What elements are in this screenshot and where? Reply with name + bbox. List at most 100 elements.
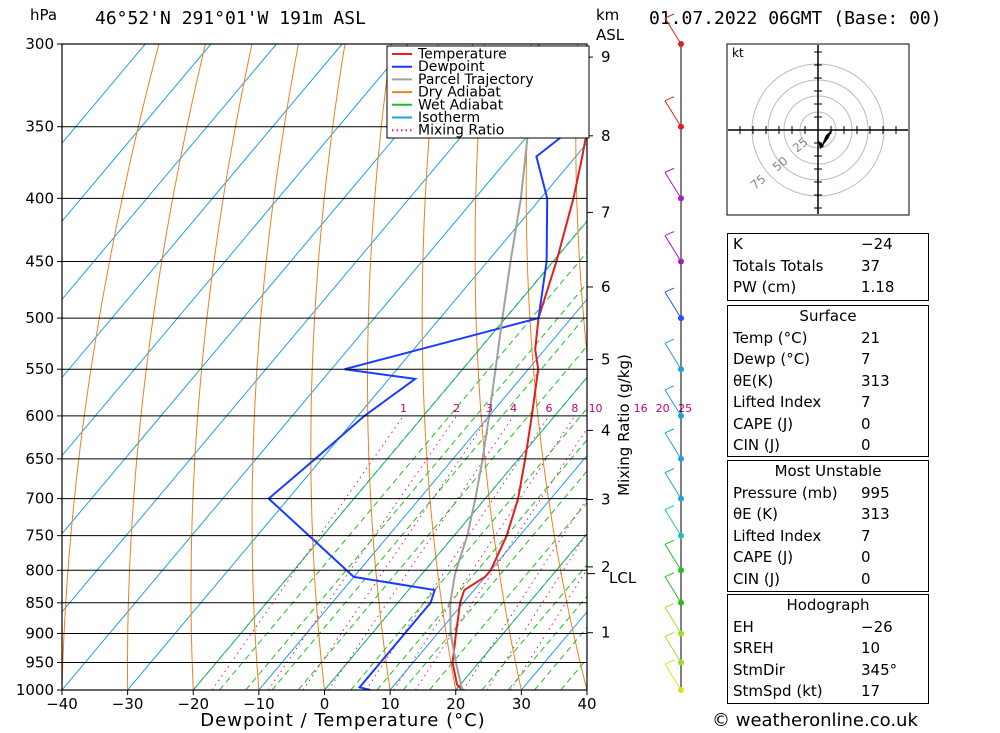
index-value: 1.18 bbox=[861, 278, 895, 296]
wind-barb bbox=[664, 472, 682, 499]
mixing-ratio-label: 3 bbox=[486, 402, 493, 415]
pressure-tick-label: 450 bbox=[25, 253, 54, 271]
dewpoint-profile bbox=[267, 110, 587, 690]
mixing-ratio-label: 4 bbox=[510, 402, 517, 415]
indices-hodograph: Hodograph EH −26 SREH 10 StmDir 345° StmSpd (kt… bbox=[727, 594, 929, 704]
index-key: θE (K) bbox=[733, 505, 778, 523]
legend-entry: Mixing Ratio bbox=[418, 123, 504, 139]
isotherm-line bbox=[62, 44, 277, 301]
legend-entry: Wet Adiabat bbox=[418, 97, 504, 113]
isotherm-line bbox=[62, 44, 146, 144]
height-tick-label: 6 bbox=[601, 278, 611, 296]
x-tick-label: 20 bbox=[446, 695, 465, 713]
index-key: K bbox=[733, 235, 743, 253]
wind-barb-flag bbox=[664, 572, 675, 578]
mixing-ratio-label: 16 bbox=[634, 402, 648, 415]
legend-entry: Isotherm bbox=[418, 110, 480, 126]
index-row: Dewp (°C) 7 bbox=[728, 349, 928, 371]
index-row: Temp (°C) 21 bbox=[728, 328, 928, 350]
index-row: PW (cm) 1.18 bbox=[728, 277, 928, 299]
index-value: 345° bbox=[861, 660, 898, 679]
legend-entry: Dry Adiabat bbox=[418, 85, 501, 101]
dry-adiabat-line bbox=[190, 44, 253, 690]
index-key: Lifted Index bbox=[733, 526, 822, 545]
wet-adiabat-line bbox=[245, 282, 587, 690]
isotherm-line bbox=[62, 44, 409, 457]
pressure-tick-label: 750 bbox=[25, 527, 54, 545]
x-tick-label: 30 bbox=[512, 695, 531, 713]
x-axis-label: Dewpoint / Temperature (°C) bbox=[200, 710, 485, 731]
index-value: 17 bbox=[861, 682, 881, 700]
location-label: 46°52'N 291°01'W 191m ASL bbox=[95, 8, 366, 29]
hpa-label: hPa bbox=[30, 6, 57, 24]
wind-barb-flag bbox=[664, 659, 675, 665]
index-row: CIN (J) 0 bbox=[728, 569, 928, 591]
mixing-ratio-line bbox=[510, 568, 587, 690]
index-row: CAPE (J) 0 bbox=[728, 414, 928, 436]
mixing-ratio-line bbox=[302, 415, 490, 690]
x-tick-label: 0 bbox=[320, 695, 330, 713]
index-row: Lifted Index 7 bbox=[728, 526, 928, 548]
mixing-ratio-label: 1 bbox=[400, 402, 407, 415]
wind-barb-flag bbox=[664, 468, 675, 474]
height-tick-label: 3 bbox=[601, 490, 611, 508]
indices-most-unstable: Most Unstable Pressure (mb) 995 θE (K) 313 Li… bbox=[727, 460, 929, 592]
index-row: SREH 10 bbox=[728, 638, 928, 660]
wind-barb bbox=[664, 100, 682, 127]
pressure-tick-label: 600 bbox=[25, 407, 54, 425]
wind-barb-flag bbox=[664, 603, 675, 608]
pressure-tick-label: 1000 bbox=[16, 681, 54, 699]
pressure-tick-label: 850 bbox=[25, 594, 54, 612]
index-row: CAPE (J) 0 bbox=[728, 547, 928, 569]
wind-barb bbox=[664, 432, 682, 460]
index-key: Pressure (mb) bbox=[733, 483, 838, 502]
isotherm-line bbox=[127, 142, 587, 690]
index-value: 7 bbox=[861, 526, 871, 545]
plot-frame bbox=[61, 43, 588, 691]
wind-barb bbox=[664, 17, 682, 45]
mixing-ratio-axis-label: Mixing Ratio (g/kg) bbox=[615, 354, 633, 496]
x-tick-label: 10 bbox=[381, 695, 400, 713]
wind-barb bbox=[664, 576, 682, 604]
section-title: Hodograph bbox=[786, 596, 870, 614]
index-row: Pressure (mb) 995 bbox=[728, 483, 928, 505]
index-row: StmSpd (kt) 17 bbox=[728, 681, 928, 703]
wind-barb bbox=[664, 172, 682, 199]
datetime-label: 01.07.2022 06GMT (Base: 00) bbox=[649, 8, 942, 29]
index-key: CAPE (J) bbox=[733, 414, 794, 433]
index-key: Totals Totals bbox=[733, 256, 824, 275]
legend-entry: Temperature bbox=[417, 47, 507, 63]
wind-barb bbox=[664, 509, 682, 536]
index-row: Lifted Index 7 bbox=[728, 392, 928, 414]
index-row: StmDir 345° bbox=[728, 660, 928, 682]
pressure-tick-label: 800 bbox=[25, 561, 54, 579]
footer-credit[interactable]: © weatheronline.co.uk bbox=[712, 710, 918, 731]
height-tick-label: 1 bbox=[601, 624, 611, 642]
wind-barb bbox=[664, 636, 682, 663]
index-value: 313 bbox=[861, 505, 890, 523]
height-tick-label: 9 bbox=[601, 48, 611, 66]
index-key: CIN (J) bbox=[733, 569, 781, 588]
height-tick-label: 2 bbox=[601, 558, 611, 576]
dry-adiabat-line bbox=[624, 44, 719, 690]
isotherm-line bbox=[62, 64, 587, 690]
index-row: K −24 bbox=[728, 234, 928, 256]
wind-barb bbox=[664, 544, 682, 571]
index-key: Lifted Index bbox=[733, 393, 822, 411]
pressure-tick-label: 500 bbox=[25, 309, 54, 327]
wind-barb-flag bbox=[664, 167, 675, 173]
wind-barb-flag bbox=[664, 505, 675, 511]
wind-barb bbox=[664, 342, 682, 370]
index-row: θE(K) 313 bbox=[728, 371, 928, 393]
wind-barb-flag bbox=[664, 96, 675, 102]
mixing-ratio-label: 20 bbox=[656, 402, 670, 415]
index-value: 995 bbox=[861, 483, 890, 502]
index-key: PW (cm) bbox=[733, 278, 797, 296]
height-tick-label: 4 bbox=[601, 421, 611, 439]
x-tick-label: 40 bbox=[577, 695, 596, 713]
asl-label: ASL bbox=[596, 26, 625, 44]
index-value: 10 bbox=[861, 639, 881, 657]
legend-box bbox=[386, 45, 590, 139]
